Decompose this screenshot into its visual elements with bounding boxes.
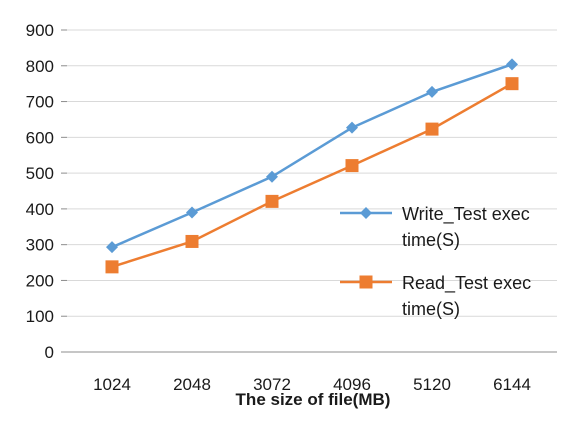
series-0: [106, 58, 518, 254]
x-tick-label: 3072: [253, 375, 291, 394]
y-tick-label: 0: [45, 343, 54, 362]
data-point-square: [425, 122, 439, 136]
x-tick-label: 1024: [93, 375, 131, 394]
legend-label: time(S): [402, 299, 460, 319]
data-point-square: [265, 194, 279, 208]
series-line: [111, 82, 513, 269]
x-tick-label: 4096: [333, 375, 371, 394]
gridlines: [67, 29, 557, 317]
x-axis-ticks: 1024 2048 3072 4096 5120 6144: [93, 375, 531, 394]
data-point-diamond: [106, 241, 118, 254]
y-tick-label: 700: [26, 93, 54, 112]
data-point-square: [345, 159, 359, 173]
y-tick-label: 400: [26, 200, 54, 219]
y-tick-label: 500: [26, 164, 54, 183]
series-line: [111, 63, 513, 249]
data-point-diamond: [506, 58, 518, 71]
data-point-diamond: [266, 170, 278, 183]
series-1: [105, 77, 519, 274]
x-tick-label: 2048: [173, 375, 211, 394]
x-tick-label: 6144: [493, 375, 531, 394]
legend-label: Read_Test exec: [402, 273, 531, 294]
data-point-diamond: [346, 121, 358, 134]
series-group: [105, 58, 519, 274]
y-tick-label: 100: [26, 307, 54, 326]
x-tick-label: 5120: [413, 375, 451, 394]
legend-label: time(S): [402, 230, 460, 250]
data-point-square: [105, 260, 119, 274]
y-tick-label: 800: [26, 57, 54, 76]
legend: Write_Test exec time(S) Read_Test exec time…: [340, 204, 531, 319]
y-tick-label: 200: [26, 271, 54, 290]
y-tick-label: 600: [26, 128, 54, 147]
x-axis-title: The size of file(MB): [236, 390, 391, 409]
legend-item: Read_Test exec time(S): [340, 273, 531, 319]
legend-label: Write_Test exec: [402, 204, 530, 225]
legend-item: Write_Test exec time(S): [340, 204, 530, 250]
y-tick-label: 300: [26, 236, 54, 255]
legend-marker: [360, 207, 372, 219]
data-point-square: [505, 77, 519, 91]
legend-marker: [359, 275, 373, 289]
data-point-diamond: [426, 85, 438, 98]
y-tick-label: 900: [26, 21, 54, 40]
data-point-square: [185, 234, 199, 248]
data-point-diamond: [186, 206, 198, 219]
y-axis-ticks: 0 100 200 300 400 500 600 700 800 900: [26, 21, 67, 362]
